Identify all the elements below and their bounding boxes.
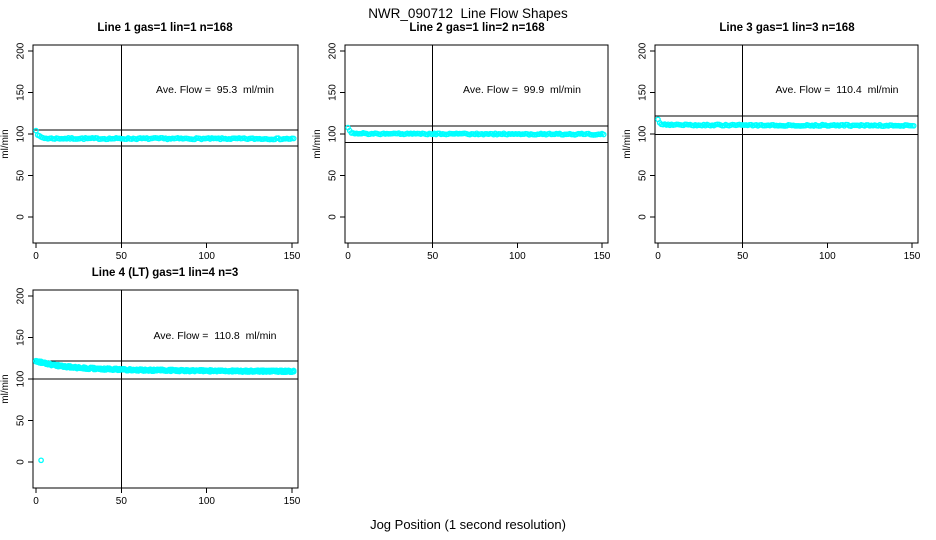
x-tick-label: 150 <box>904 251 921 262</box>
y-tick-label: 150 <box>328 84 339 101</box>
subplot-3-ylabel: ml/min <box>622 129 633 159</box>
y-tick-label: 50 <box>638 170 649 182</box>
x-tick-label: 0 <box>33 496 39 507</box>
data-point <box>290 367 297 374</box>
subplot-2-ylabel: ml/min <box>312 129 323 159</box>
x-tick-label: 0 <box>655 251 661 262</box>
x-tick-label: 100 <box>819 251 836 262</box>
y-tick-label: 200 <box>16 42 27 59</box>
subplot-1-ylabel: ml/min <box>0 129 11 159</box>
plot-box <box>32 289 299 489</box>
data-point <box>290 135 297 142</box>
x-tick-label: 100 <box>198 496 215 507</box>
x-tick-label: 50 <box>737 251 749 262</box>
subplot-4-points <box>33 357 297 464</box>
x-tick-label: 150 <box>284 251 301 262</box>
outlier-point <box>38 457 44 464</box>
subplot-4-ave-flow-label: Ave. Flow = 110.8 ml/min <box>153 330 277 342</box>
x-tick-label: 0 <box>345 251 351 262</box>
y-tick-label: 100 <box>638 125 649 142</box>
subplot-2: 0 50 100 150 0 50 100 150 200 <box>328 42 611 262</box>
subplot-1-ave-flow-label: Ave. Flow = 95.3 ml/min <box>156 84 274 96</box>
x-axis-label: Jog Position (1 second resolution) <box>370 517 566 532</box>
y-tick-label: 50 <box>16 170 27 182</box>
y-tick-label: 150 <box>638 84 649 101</box>
subplot-4-title: Line 4 (LT) gas=1 lin=4 n=3 <box>91 267 239 279</box>
plot-box <box>32 44 299 244</box>
y-tick-label: 200 <box>638 42 649 59</box>
plot-box <box>344 44 609 244</box>
subplot-2-points <box>345 124 607 138</box>
subplot-3-ave-flow-label: Ave. Flow = 110.4 ml/min <box>775 84 899 96</box>
x-tick-label: 150 <box>594 251 611 262</box>
subplot-3-title: Line 3 gas=1 lin=3 n=168 <box>719 22 855 34</box>
data-point <box>910 122 917 129</box>
y-tick-label: 0 <box>328 214 339 220</box>
subplot-2-ave-flow-label: Ave. Flow = 99.9 ml/min <box>463 84 581 96</box>
x-tick-label: 50 <box>116 496 128 507</box>
y-tick-label: 50 <box>16 415 27 427</box>
subplot-3-points <box>655 116 917 130</box>
x-tick-label: 150 <box>284 496 301 507</box>
x-tick-label: 50 <box>116 251 128 262</box>
plot-box <box>654 44 919 244</box>
subplot-4-ylabel: ml/min <box>0 374 11 404</box>
subplot-1-title: Line 1 gas=1 lin=1 n=168 <box>97 22 233 34</box>
y-tick-label: 150 <box>16 329 27 346</box>
y-tick-label: 50 <box>328 170 339 182</box>
x-tick-label: 50 <box>427 251 439 262</box>
subplot-2-title: Line 2 gas=1 lin=2 n=168 <box>409 22 545 34</box>
y-tick-label: 100 <box>16 370 27 387</box>
data-point <box>33 127 39 134</box>
x-tick-label: 100 <box>509 251 526 262</box>
x-tick-label: 100 <box>198 251 215 262</box>
y-tick-label: 0 <box>16 459 27 465</box>
subplot-1: 0 50 100 150 0 50 100 150 200 <box>16 42 301 262</box>
y-tick-label: 0 <box>16 214 27 220</box>
subplot-1-points <box>33 127 297 143</box>
y-tick-label: 150 <box>16 84 27 101</box>
y-tick-label: 100 <box>328 125 339 142</box>
main-title: NWR_090712 Line Flow Shapes <box>368 6 568 21</box>
y-tick-label: 200 <box>16 287 27 304</box>
x-tick-label: 0 <box>33 251 39 262</box>
y-tick-label: 0 <box>638 214 649 220</box>
subplot-4: 0 50 100 150 0 50 100 150 200 <box>16 287 301 507</box>
y-tick-label: 100 <box>16 125 27 142</box>
data-point <box>600 131 607 138</box>
subplot-3: 0 50 100 150 0 50 100 150 200 <box>638 42 921 262</box>
y-tick-label: 200 <box>328 42 339 59</box>
